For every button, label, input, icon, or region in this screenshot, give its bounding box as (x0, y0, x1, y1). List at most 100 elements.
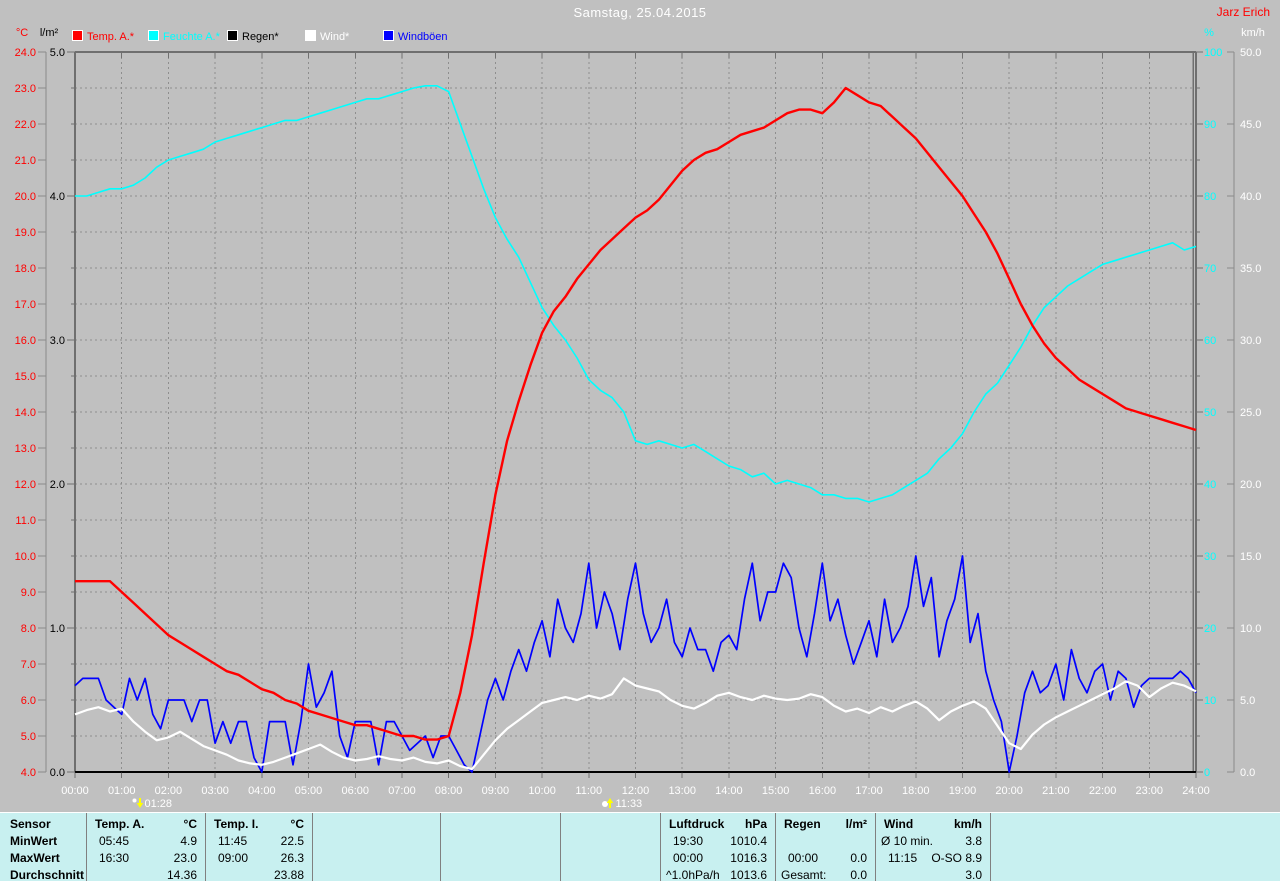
stats-table: Sensor MinWert MaxWert Durchschnitt Temp. A.… (0, 812, 1280, 881)
wind-axis: 50.0 45.0 40.0 35.0 30.0 25.0 20.0 15.0 10.0 5.0 0… (1227, 47, 1261, 779)
table-cell-value: 1013.6 (730, 868, 767, 881)
table-column-unit: °C (183, 817, 197, 831)
svg-text:7.0: 7.0 (21, 659, 36, 671)
table-column-unit: °C (290, 817, 304, 831)
svg-text:24.0: 24.0 (15, 47, 36, 59)
svg-text:16:00: 16:00 (809, 785, 837, 797)
table-cell-time: 11:45 (218, 834, 248, 848)
legend-swatch (305, 30, 316, 41)
table-row-label: MaxWert (10, 851, 60, 865)
svg-text:20.0: 20.0 (15, 191, 36, 203)
svg-text:15:00: 15:00 (762, 785, 790, 797)
svg-text:12.0: 12.0 (15, 479, 36, 491)
svg-text:17.0: 17.0 (15, 299, 36, 311)
svg-text:20: 20 (1204, 623, 1216, 635)
svg-text:45.0: 45.0 (1240, 119, 1261, 131)
svg-text:40: 40 (1204, 479, 1216, 491)
svg-text:11:00: 11:00 (575, 785, 602, 797)
legend-item-regen: Regen* (227, 30, 279, 43)
series-feuchte-a-line (75, 85, 1197, 503)
svg-text:06:00: 06:00 (341, 785, 369, 797)
svg-text:40.0: 40.0 (1240, 191, 1261, 203)
svg-text:16.0: 16.0 (15, 335, 36, 347)
table-cell-time: Ø 10 min. (881, 834, 934, 848)
legend-item-temp-a: Temp. A.* (72, 30, 135, 43)
rain-axis: 5.0 4.0 3.0 2.0 1.0 0.0 (50, 47, 75, 779)
svg-text:00:00: 00:00 (61, 785, 89, 797)
svg-text:9.0: 9.0 (21, 587, 36, 599)
svg-text:20.0: 20.0 (1240, 479, 1261, 491)
table-cell-time: 19:30 (673, 834, 704, 848)
x-axis-labels: 00:00 01:00 02:00 03:00 04:00 05:00 06:00 07:00… (61, 785, 1210, 797)
table-column-unit: hPa (744, 817, 767, 831)
rain-axis-unit: l/m² (39, 27, 59, 39)
legend-swatch (383, 30, 394, 41)
svg-text:24:00: 24:00 (1182, 785, 1210, 797)
time-markers: 01:28 11:33 (0, 797, 1280, 811)
table-cell-time: 00:00 (788, 851, 819, 865)
svg-text:8.0: 8.0 (21, 623, 36, 635)
legend-label: Wind* (320, 31, 350, 43)
svg-text:10:00: 10:00 (528, 785, 556, 797)
svg-text:18:00: 18:00 (902, 785, 930, 797)
table-cell-value: 14.36 (166, 868, 197, 881)
table-column-unit: l/m² (845, 817, 867, 831)
svg-text:08:00: 08:00 (435, 785, 463, 797)
legend-label: Feuchte A.* (163, 31, 220, 43)
svg-text:20:00: 20:00 (995, 785, 1023, 797)
table-cell-time: 16:30 (99, 851, 130, 865)
legend-swatch (227, 30, 238, 41)
svg-text:2.0: 2.0 (50, 479, 65, 491)
svg-text:15.0: 15.0 (1240, 551, 1261, 563)
svg-text:50: 50 (1204, 407, 1216, 419)
svg-text:90: 90 (1204, 119, 1216, 131)
svg-text:1.0: 1.0 (50, 623, 65, 635)
svg-text:17:00: 17:00 (855, 785, 883, 797)
table-separator (312, 813, 313, 881)
table-cell-value: 23.88 (273, 868, 304, 881)
svg-text:23:00: 23:00 (1136, 785, 1164, 797)
table-column-header: Luftdruck (669, 817, 725, 831)
chart-gridlines (75, 52, 1196, 772)
table-cell-time: 09:00 (218, 851, 249, 865)
svg-text:3.0: 3.0 (50, 335, 65, 347)
svg-text:10: 10 (1204, 695, 1216, 707)
x-axis (74, 52, 1197, 778)
svg-text:03:00: 03:00 (201, 785, 229, 797)
moonset-marker-icon (132, 798, 143, 808)
svg-text:10.0: 10.0 (15, 551, 36, 563)
weather-chart[interactable]: 00:00 01:00 02:00 03:00 04:00 05:00 06:00 07:00… (0, 0, 1280, 812)
svg-text:19.0: 19.0 (15, 227, 36, 239)
legend-item-windb-en: Windböen (383, 30, 448, 43)
table-separator (775, 813, 776, 881)
svg-text:100: 100 (1204, 47, 1222, 59)
legend-label: Regen* (242, 31, 279, 43)
series-wind-line (74, 677, 1197, 771)
series-temp-a-line (75, 86, 1197, 741)
svg-text:5.0: 5.0 (21, 731, 36, 743)
svg-text:5.0: 5.0 (1240, 695, 1255, 707)
table-cell-value: 0.0 (850, 868, 867, 881)
table-column-header: Wind (884, 817, 914, 831)
table-separator (660, 813, 661, 881)
marker-time-label: 01:28 (144, 798, 173, 810)
svg-text:22:00: 22:00 (1089, 785, 1117, 797)
moonset-marker: 01:28 (132, 797, 173, 810)
table-cell-time: 00:00 (673, 851, 704, 865)
svg-text:35.0: 35.0 (1240, 263, 1261, 275)
moonrise-marker: 11:33 (602, 797, 642, 810)
table-separator (560, 813, 561, 881)
legend-label: Windböen (398, 31, 448, 43)
svg-text:25.0: 25.0 (1240, 407, 1261, 419)
svg-text:0.0: 0.0 (1240, 767, 1255, 779)
table-separator (86, 813, 87, 881)
svg-text:02:00: 02:00 (155, 785, 183, 797)
moonrise-marker-icon (602, 798, 614, 808)
svg-text:19:00: 19:00 (949, 785, 977, 797)
svg-text:18.0: 18.0 (15, 263, 36, 275)
table-row-label: MinWert (10, 834, 58, 848)
svg-text:4.0: 4.0 (21, 767, 36, 779)
svg-text:22.0: 22.0 (15, 119, 36, 131)
svg-text:30.0: 30.0 (1240, 335, 1261, 347)
legend-label: Temp. A.* (87, 31, 135, 43)
